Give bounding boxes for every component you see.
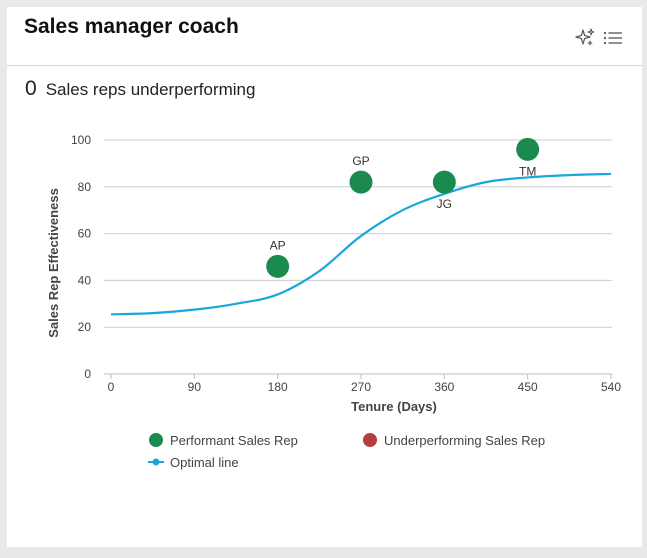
underperforming-count: 0 [25,77,37,100]
sparkle-icon[interactable] [574,27,596,49]
x-tick-label: 450 [518,380,538,394]
x-tick-label: 90 [188,380,202,394]
underperforming-summary: 0 Sales reps underperforming [25,77,255,101]
point-label: JG [437,197,452,211]
underperforming-label: Sales reps underperforming [45,80,256,99]
performant-rep-point[interactable] [349,170,373,194]
sales-manager-coach-card: Sales manager coach [7,7,642,547]
performant-rep-point[interactable] [266,254,290,278]
y-axis-title: Sales Rep Effectiveness [46,188,61,338]
x-axis-title: Tenure (Days) [351,399,437,414]
point-label: AP [270,238,286,252]
card-header: Sales manager coach [7,7,642,66]
point-label: TM [519,164,536,178]
legend-performant-label[interactable]: Performant Sales Rep [170,433,298,448]
y-tick-label: 100 [71,133,91,147]
x-tick-label: 180 [268,380,288,394]
performant-rep-point[interactable] [516,137,540,161]
x-tick-label: 360 [434,380,454,394]
legend-underperforming-label[interactable]: Underperforming Sales Rep [384,433,545,448]
x-tick-label: 270 [351,380,371,394]
y-tick-label: 20 [78,320,92,334]
optimal-line-series [110,172,612,316]
y-tick-label: 0 [84,367,91,381]
list-icon[interactable] [602,27,624,49]
x-tick-label: 0 [108,380,115,394]
point-label: GP [352,154,369,168]
legend-optimal-line-label[interactable]: Optimal line [170,455,239,470]
header-actions [574,27,624,49]
card-title: Sales manager coach [24,15,239,38]
x-tick-label: 540 [601,380,621,394]
legend-underperforming-marker[interactable] [363,433,377,447]
performant-rep-point[interactable] [432,170,456,194]
y-tick-label: 40 [78,273,92,287]
effectiveness-chart: 0 20 40 60 80 100 0 90 180 270 360 450 540 Tenure (Da… [46,133,621,470]
y-tick-label: 60 [78,227,92,241]
legend-performant-marker[interactable] [149,433,163,447]
y-tick-label: 80 [78,180,92,194]
legend-optimal-line-marker[interactable] [152,458,160,466]
